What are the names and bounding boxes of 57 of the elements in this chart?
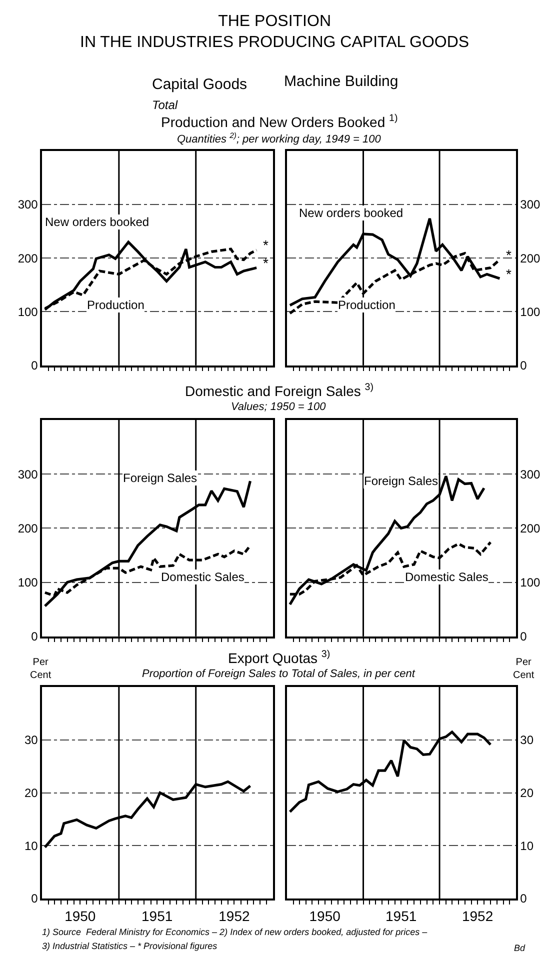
y-tick-label: 0: [31, 358, 38, 373]
y-tick-label: 100: [18, 304, 38, 319]
chart-subtitle: Quantities $^{2)}$; per working day, 1949 = 100: [177, 131, 382, 146]
y-tick-label: 200: [18, 251, 38, 266]
chart-subtitle: Values; 1950 = 100: [231, 401, 327, 413]
text: Bd: [514, 943, 526, 953]
x-tick-label: 1951: [386, 908, 417, 924]
x-tick-label: 1952: [218, 908, 250, 924]
annotation: *: [263, 237, 269, 253]
series-label: Domestic Sales: [405, 570, 488, 584]
y-tick-label: 10: [24, 838, 38, 853]
x-tick-label: 1952: [462, 908, 494, 924]
series-label: Production: [338, 298, 396, 312]
y-tick-label: 30: [520, 733, 534, 748]
text: Machine Building: [284, 73, 398, 90]
x-tick-label: 1950: [64, 908, 96, 924]
y-tick-label: 100: [520, 575, 540, 590]
text: 3) Industrial Statistics – * Provisional figures: [42, 941, 218, 951]
y-tick-label: 300: [18, 467, 38, 482]
y-axis-title: Per Cent: [30, 657, 52, 681]
y-tick-label: 0: [520, 892, 528, 906]
series-label: Foreign Sales: [364, 474, 438, 488]
y-tick-label: 300: [520, 198, 540, 212]
text: New orders booked: [299, 206, 404, 220]
annotation: *: [263, 255, 269, 271]
x-tick-label: 1950: [309, 908, 341, 924]
y-tick-label: 200: [18, 521, 38, 536]
chart-title: Domestic and Foreign Sales $^{3)}$: [185, 382, 374, 399]
y-tick-label: 0: [520, 630, 528, 644]
series-label: Production: [87, 298, 144, 312]
y-tick-label: 30: [24, 733, 38, 748]
y-tick-label: 200: [520, 521, 540, 536]
y-tick-label: 10: [520, 838, 534, 853]
y-tick-label: 0: [31, 630, 38, 644]
y-tick-label: 100: [18, 575, 38, 590]
y-tick-label: 200: [520, 251, 540, 266]
y-tick-label: 0: [520, 358, 528, 373]
series-label: New orders booked: [45, 215, 150, 229]
y-tick-label: 300: [520, 467, 540, 482]
y-axis-title: Per Cent: [513, 657, 534, 681]
y-tick-label: 0: [31, 892, 38, 906]
y-tick-label: 300: [18, 198, 38, 212]
series-label: Foreign Sales: [123, 471, 198, 485]
text: Capital Goods: [152, 76, 248, 93]
y-tick-label: 20: [24, 786, 38, 800]
y-tick-label: 100: [520, 304, 540, 319]
text: 1) Source Federal Ministry for Economics – 2) Index of new orders booked, adjusted for prices –: [42, 927, 428, 937]
series-label: Domestic Sales: [161, 570, 244, 584]
x-tick-label: 1951: [142, 908, 173, 924]
text: THE POSITION IN THE INDUSTRIES PRODUCING CAPITAL GOODS: [80, 13, 470, 51]
text: Total: [152, 98, 178, 112]
chart-subtitle: Proportion of Foreign Sales to Total of Sales, in per cent: [142, 668, 416, 680]
annotation: *: [506, 247, 512, 263]
chart-title: Production and New Orders Booked $^{1)}$: [161, 113, 398, 130]
y-tick-label: 20: [520, 786, 534, 800]
annotation: *: [506, 266, 512, 282]
chart-title: Export Quotas $^{3)}$: [228, 649, 330, 666]
